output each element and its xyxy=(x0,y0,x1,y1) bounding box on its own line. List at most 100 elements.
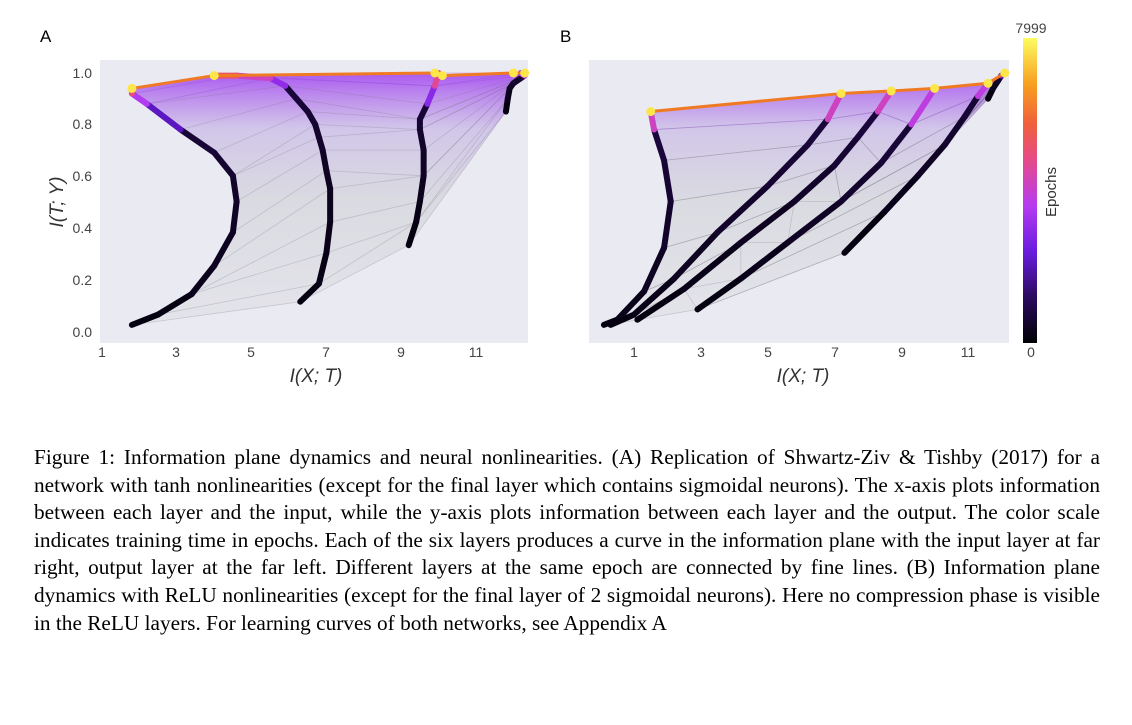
layer-1-curve-segment xyxy=(128,311,162,328)
layer-3-curve-segment xyxy=(413,198,423,226)
layer-1-curve-segment xyxy=(177,126,218,156)
x-tick-label: 5 xyxy=(247,344,255,360)
epoch-connecting-line xyxy=(131,111,507,326)
epoch-connecting-line xyxy=(232,88,510,233)
figure-1: A 0.0 0.2 0.4 0.6 0.8 1.0 1 3 5 7 9 11 I… xyxy=(40,20,1060,387)
epoch-connecting-line xyxy=(158,111,507,315)
colorbar-min-label: 0 xyxy=(1027,344,1035,360)
layer-3-curve-segment xyxy=(405,219,420,249)
layer-3-curve-segment xyxy=(416,172,427,205)
layer-3-curve-segment xyxy=(791,162,838,205)
x-tick-label: 11 xyxy=(961,344,976,360)
layer-1-curve-segment xyxy=(128,90,150,107)
epoch-connecting-line xyxy=(232,82,514,177)
x-tick-label: 3 xyxy=(172,344,180,360)
epoch-connecting-line xyxy=(213,88,510,267)
final-epoch-line xyxy=(934,81,989,90)
final-epoch-point xyxy=(983,78,993,88)
epoch-connecting-line xyxy=(214,77,522,154)
colorbar-max-label: 7999 xyxy=(1015,20,1046,36)
x-tick-label: 5 xyxy=(764,344,772,360)
layer-1-curve-segment xyxy=(614,288,648,323)
final-epoch-point xyxy=(886,86,896,96)
panel-b-x-axis-label: I(X; T) xyxy=(777,366,830,387)
final-epoch-point xyxy=(1000,68,1010,78)
epoch-connecting-line xyxy=(236,82,514,202)
layer-2-curve-segment xyxy=(764,141,811,190)
layer-2-curve-segment xyxy=(804,116,831,148)
layer-5-curve-segment xyxy=(881,172,921,215)
layer-4-curve-segment xyxy=(878,121,915,166)
final-epoch-line xyxy=(891,86,935,93)
x-tick-label: 9 xyxy=(898,344,906,360)
x-tick-label: 11 xyxy=(469,344,484,360)
y-tick-label: 0.0 xyxy=(73,324,93,340)
panel-b-x-ticks: 1 3 5 7 9 11 xyxy=(630,344,975,360)
epoch-connecting-line xyxy=(146,75,525,105)
final-epoch-point xyxy=(508,68,518,78)
layer-1-curve-segment xyxy=(155,291,195,318)
final-epoch-point xyxy=(209,71,219,81)
layer-2-curve-segment xyxy=(631,275,678,318)
layer-2-curve-segment xyxy=(714,183,771,236)
layer-5-curve-segment xyxy=(941,113,968,148)
final-epoch-point xyxy=(127,83,137,93)
y-tick-label: 0.8 xyxy=(73,116,93,132)
layer-1-curve-segment xyxy=(661,198,674,251)
layer-3-curve-segment xyxy=(681,239,744,292)
x-tick-label: 1 xyxy=(98,344,106,360)
y-tick-label: 1.0 xyxy=(73,65,93,81)
layer-1-curve-segment xyxy=(143,100,184,133)
layer-4-curve-segment xyxy=(784,198,845,246)
epoch-connecting-line xyxy=(232,82,514,177)
x-tick-label: 7 xyxy=(322,344,330,360)
panel-a-x-ticks: 1 3 5 7 9 11 xyxy=(98,344,483,360)
layer-2-curve-segment xyxy=(607,311,637,328)
layer-5-curve-segment xyxy=(914,141,948,179)
layer-4-curve-segment xyxy=(694,275,744,313)
layer-1-curve-segment xyxy=(661,157,674,205)
panel-a-y-ticks: 0.0 0.2 0.4 0.6 0.8 1.0 xyxy=(73,65,93,340)
layer-5-curve-segment xyxy=(961,93,982,120)
layer-4-curve-segment xyxy=(737,239,791,282)
layer-3-curve-segment xyxy=(831,134,861,169)
layer-2-curve-segment xyxy=(297,280,322,305)
colorbar-label: Epochs xyxy=(1043,167,1060,217)
layer-2-curve-segment xyxy=(671,229,721,282)
layer-1-curve-segment xyxy=(211,229,236,269)
layer-1-curve-segment xyxy=(188,262,218,298)
x-tick-label: 7 xyxy=(831,344,839,360)
layer-1-curve-segment xyxy=(651,126,668,164)
final-epoch-point xyxy=(520,68,530,78)
y-tick-label: 0.2 xyxy=(73,272,93,288)
panel-a-x-axis-label: I(X; T) xyxy=(290,366,343,387)
x-tick-label: 9 xyxy=(397,344,405,360)
final-epoch-line xyxy=(841,89,892,96)
final-epoch-point xyxy=(430,68,440,78)
layer-1-curve-segment xyxy=(641,244,668,295)
final-epoch-point xyxy=(437,71,447,81)
x-tick-label: 3 xyxy=(697,344,705,360)
epoch-connecting-line xyxy=(131,72,521,94)
figure-caption: Figure 1: Information plane dynamics and… xyxy=(34,445,1100,635)
layer-3-curve-segment xyxy=(737,198,798,246)
layer-3-curve-segment xyxy=(424,82,438,107)
x-tick-label: 1 xyxy=(630,344,638,360)
panel-a-letter: A xyxy=(40,27,52,46)
layer-2-curve-segment xyxy=(824,90,845,123)
layer-4-curve-segment xyxy=(908,85,938,128)
final-epoch-line xyxy=(650,92,842,114)
layer-2-curve-segment xyxy=(323,167,334,192)
layer-2-curve-segment xyxy=(323,219,334,256)
final-epoch-point xyxy=(930,83,940,93)
final-epoch-point xyxy=(836,89,846,99)
layer-1-curve-segment xyxy=(211,149,236,179)
layer-1-curve-segment xyxy=(229,198,240,236)
layer-4-curve-segment xyxy=(838,159,885,205)
final-epoch-line xyxy=(442,71,514,78)
final-epoch-line xyxy=(214,71,435,78)
layer-1-curve-segment xyxy=(229,172,240,205)
final-epoch-point xyxy=(646,107,656,117)
layer-3-curve-segment xyxy=(416,126,427,154)
epoch-connecting-line xyxy=(180,77,522,130)
